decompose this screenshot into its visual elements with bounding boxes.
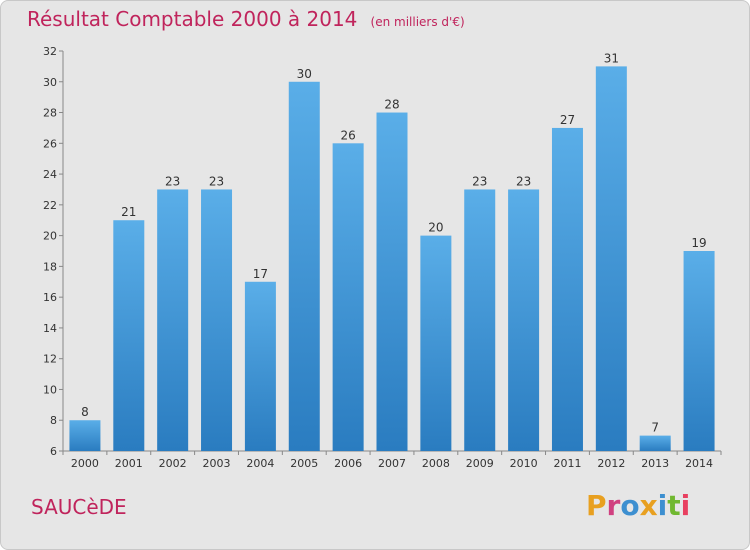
bar-2013 — [639, 435, 671, 451]
y-tick-label: 30 — [43, 76, 57, 89]
x-tick-label-2009: 2009 — [466, 457, 494, 470]
data-label-2001: 21 — [121, 205, 136, 219]
x-tick-label-2005: 2005 — [290, 457, 318, 470]
data-label-2007: 28 — [384, 98, 399, 112]
data-labels: 8 21 23 23 17 30 26 28 20 23 23 27 31 7 19 — [81, 51, 707, 434]
axes: 6 8 10 12 14 16 18 20 22 24 26 28 30 32 2000 2001 2002 20… — [43, 45, 722, 470]
data-label-2009: 23 — [472, 174, 487, 188]
data-label-2004: 17 — [253, 267, 268, 281]
y-tick-label: 18 — [43, 260, 57, 273]
x-tick-label-2001: 2001 — [115, 457, 143, 470]
logo-letter: o — [620, 489, 640, 522]
title-row: Résultat Comptable 2000 à 2014 (en milli… — [27, 7, 465, 31]
x-tick-label-2006: 2006 — [334, 457, 362, 470]
proxiti-logo[interactable]: Proxiti — [586, 489, 690, 522]
x-tick-label-2003: 2003 — [203, 457, 231, 470]
y-tick-label: 14 — [43, 322, 57, 335]
data-label-2002: 23 — [165, 174, 180, 188]
data-label-2011: 27 — [560, 113, 575, 127]
bar-2006 — [332, 143, 364, 452]
bar-2007 — [376, 112, 408, 452]
data-label-2006: 26 — [340, 128, 355, 142]
y-tick-label: 22 — [43, 199, 57, 212]
logo-letter: i — [657, 489, 668, 522]
data-label-2003: 23 — [209, 174, 224, 188]
data-label-2008: 20 — [428, 221, 443, 235]
x-tick-label-2004: 2004 — [246, 457, 274, 470]
bar-2004 — [244, 281, 276, 451]
data-label-2013: 7 — [651, 421, 659, 435]
data-label-2014: 19 — [691, 236, 706, 250]
logo-letter: t — [667, 489, 681, 522]
logo-letter: x — [639, 489, 658, 522]
logo-letter: i — [680, 489, 691, 522]
y-tick-label: 16 — [43, 291, 57, 304]
x-tick-label-2013: 2013 — [641, 457, 669, 470]
data-label-2012: 31 — [604, 51, 619, 65]
bar-2003 — [201, 189, 233, 451]
data-label-2010: 23 — [516, 174, 531, 188]
bar-2000 — [69, 420, 101, 451]
y-tick-label: 26 — [43, 137, 57, 150]
y-tick-label: 20 — [43, 230, 57, 243]
data-label-2000: 8 — [81, 405, 89, 419]
x-tick-label-2012: 2012 — [597, 457, 625, 470]
y-tick-label: 12 — [43, 353, 57, 366]
chart-title: Résultat Comptable 2000 à 2014 — [27, 7, 358, 31]
y-tick-label: 32 — [43, 45, 57, 58]
commune-name: SAUCèDE — [31, 495, 127, 519]
y-tick-label: 8 — [50, 414, 57, 427]
x-tick-label-2000: 2000 — [71, 457, 99, 470]
bar-2010 — [508, 189, 540, 451]
x-tick-label-2007: 2007 — [378, 457, 406, 470]
bar-2009 — [464, 189, 496, 451]
y-tick-label: 28 — [43, 107, 57, 120]
y-tick-label: 24 — [43, 168, 57, 181]
x-tick-label-2011: 2011 — [553, 457, 581, 470]
bar-2008 — [420, 235, 452, 451]
logo-letter: r — [606, 489, 621, 522]
x-tick-label-2002: 2002 — [159, 457, 187, 470]
bar-2002 — [157, 189, 189, 451]
x-tick-label-2014: 2014 — [685, 457, 713, 470]
y-tick-label: 10 — [43, 383, 57, 396]
bar-2005 — [288, 81, 320, 452]
bar-2012 — [595, 66, 627, 451]
data-label-2005: 30 — [297, 67, 312, 81]
logo-letter: P — [586, 489, 607, 522]
bar-2011 — [551, 127, 583, 451]
x-tick-label-2010: 2010 — [510, 457, 538, 470]
bar-2014 — [683, 251, 715, 451]
x-tick-label-2008: 2008 — [422, 457, 450, 470]
bar-2001 — [113, 220, 145, 451]
y-tick-label: 6 — [50, 445, 57, 458]
bars — [69, 66, 715, 452]
chart-subtitle: (en milliers d'€) — [370, 15, 465, 29]
